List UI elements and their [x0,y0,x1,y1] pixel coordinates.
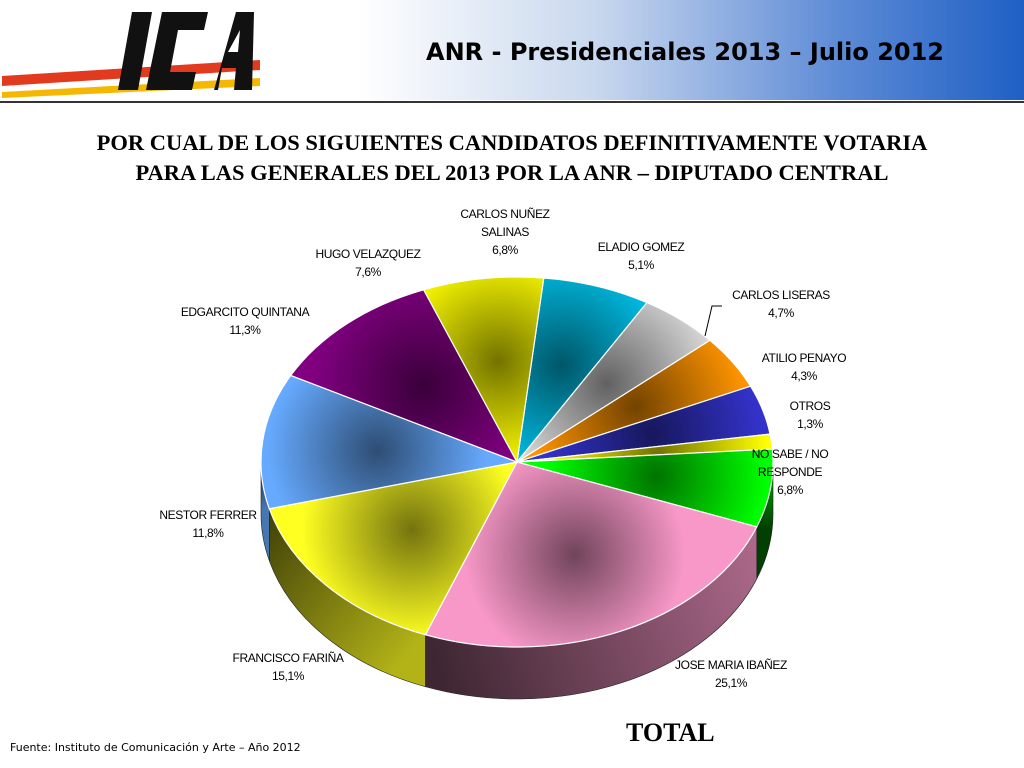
slice-value-3: 4,3% [791,369,817,383]
chart-total-label: TOTAL [626,718,715,747]
source-note: Fuente: Instituto de Comunicación y Arte… [10,741,301,754]
header-divider [0,101,1024,103]
slice-value-0: 6,8% [492,243,518,257]
slice-label-4: OTROS [790,399,831,413]
slice-label-10: HUGO VELAZQUEZ [315,247,420,261]
slice-value-9: 11,3% [229,323,261,337]
question-line-2: PARA LAS GENERALES DEL 2013 POR LA ANR –… [135,160,889,185]
slice-label-6: JOSE MARIA IBAÑEZ [675,658,787,672]
slice-label-8: NESTOR FERRER [159,508,257,522]
ica-logo [2,12,260,98]
slice-value-2: 4,7% [768,306,794,320]
question-line-1: POR CUAL DE LOS SIGUIENTES CANDIDATOS DE… [96,130,928,155]
slice-value-5: 6,8% [777,483,803,497]
pie-slice-5 [516,448,774,528]
pie-slice-9 [289,289,519,464]
slice-label-2: CARLOS LISERAS [732,288,830,302]
slice-value-6: 25,1% [715,676,748,690]
slice-label-3: ATILIO PENAYO [762,351,846,365]
pie-slice-0 [516,277,648,465]
slice-value-7: 15,1% [272,669,305,683]
slice-label-9: EDGARCITO QUINTANA [181,305,310,319]
slice-label-7: FRANCISCO FARIÑA [233,651,344,665]
slice-label-0: CARLOS NUÑEZ [460,207,549,221]
pie-slice-10 [422,276,545,464]
slice-label-0: SALINAS [481,225,529,239]
pie-slice-8 [260,374,520,510]
slice-label-1: ELADIO GOMEZ [598,240,685,254]
pie-slice-6 [424,461,758,648]
header-title: ANR - Presidenciales 2013 – Julio 2012 [426,38,944,66]
question-text: POR CUAL DE LOS SIGUIENTES CANDIDATOS DE… [20,128,1004,188]
pie-top [260,276,774,648]
pie-slice-7 [268,461,519,636]
slice-value-8: 11,8% [192,526,224,540]
slice-value-10: 7,6% [355,265,381,279]
slice-value-4: 1,3% [797,417,823,431]
leader-line [704,305,722,337]
slice-label-5: RESPONDE [758,465,823,479]
slice-value-1: 5,1% [628,258,654,272]
pie-labels: CARLOS NUÑEZ SALINAS 6,8% ELADIO GOMEZ 5,1% C… [159,207,846,690]
slice-label-5: NO SABE / NO [752,447,829,461]
